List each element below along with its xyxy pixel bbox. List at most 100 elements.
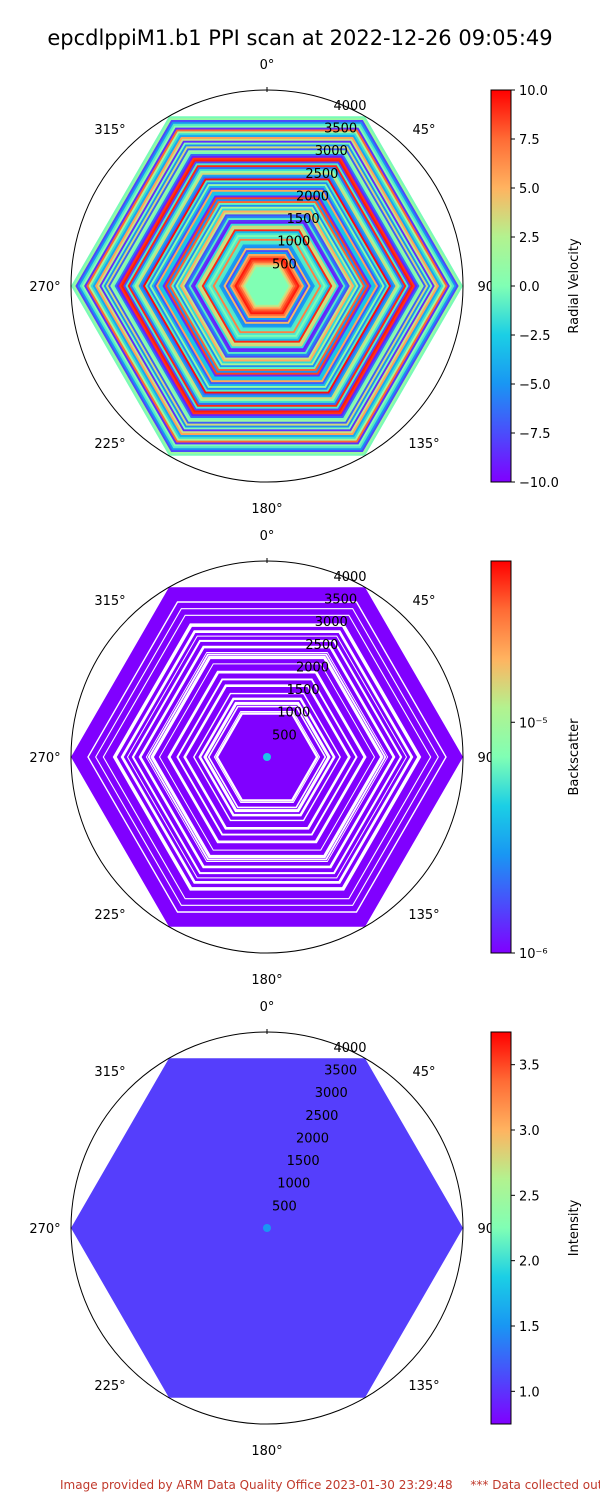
gap-ring [131, 639, 403, 875]
panel-3: 0°45°90°135°180°225°270°315°500100015002… [29, 1000, 582, 1459]
colorbar-tick-label: 1.5 [519, 1320, 540, 1335]
angle-tick-label: 180° [251, 502, 282, 517]
scan-field [71, 116, 463, 456]
gap-ring [147, 653, 387, 861]
radial-tick-label: 4000 [333, 570, 366, 585]
colorbar-label: Intensity [567, 1199, 582, 1256]
colorbar [490, 89, 512, 483]
angle-tick-label: 270° [29, 1222, 60, 1237]
gap-ring [126, 635, 408, 879]
center-return [263, 1224, 271, 1232]
gap-ring [102, 614, 432, 900]
angle-tick-label: 135° [408, 1379, 439, 1394]
angle-tick-label: 0° [260, 1000, 275, 1015]
angle-tick-label: 45° [412, 123, 435, 138]
gap-ring [95, 608, 439, 906]
radial-tick-label: 3500 [324, 593, 357, 608]
colorbar-tick-label: 10⁻⁶ [519, 947, 548, 962]
radial-tick-label: 500 [272, 257, 297, 272]
gap-ring [205, 703, 329, 811]
gap-ring [138, 645, 396, 869]
angle-tick-label: 315° [94, 1065, 125, 1080]
angle-tick-label: 0° [260, 529, 275, 544]
colorbar-tick-label: 3.5 [519, 1059, 540, 1074]
gap-ring [167, 670, 367, 844]
angle-tick-label: 45° [412, 1065, 435, 1080]
radial-tick-label: 3000 [315, 1086, 348, 1101]
gap-ring [215, 712, 319, 802]
radial-tick-label: 2500 [305, 1109, 338, 1124]
panel-1: 0°45°90°135°180°225°270°315°500100015002… [29, 58, 582, 517]
radial-tick-label: 500 [272, 1199, 297, 1214]
near-range-ring [245, 267, 289, 305]
gap-ring [87, 601, 447, 913]
radial-tick-label: 2000 [296, 1131, 329, 1146]
gap-ring [120, 630, 414, 884]
colorbar-tick-label: 10⁻⁵ [519, 716, 548, 731]
colorbar [490, 560, 512, 954]
gap-ring [114, 624, 420, 890]
colorbar-tick-label: −10.0 [519, 476, 559, 491]
colorbar-tick-label: 2.5 [519, 231, 540, 246]
radial-tick-label: 4000 [333, 1041, 366, 1056]
figure-footer: Image provided by ARM Data Quality Offic… [60, 1478, 600, 1492]
angle-tick-label: 225° [94, 1379, 125, 1394]
radial-tick-label: 2000 [296, 189, 329, 204]
radial-tick-label: 2500 [305, 167, 338, 182]
colorbar-tick-label: 7.5 [519, 133, 540, 148]
radial-tick-label: 3000 [315, 615, 348, 630]
radial-tick-label: 1000 [277, 706, 310, 721]
radial-tick-label: 3500 [324, 122, 357, 137]
center-return [263, 753, 271, 761]
figure-title: epcdlppiM1.b1 PPI scan at 2022-12-26 09:… [47, 26, 553, 50]
radial-tick-label: 3500 [324, 1064, 357, 1079]
angle-tick-label: 135° [408, 908, 439, 923]
radial-tick-label: 1500 [287, 212, 320, 227]
gap-ring [151, 656, 383, 858]
gap-ring [193, 693, 341, 821]
radial-tick-label: 1500 [287, 683, 320, 698]
gap-ring [213, 710, 321, 804]
gap-ring [183, 684, 351, 830]
angle-tick-label: 270° [29, 280, 60, 295]
angle-tick-label: 45° [412, 594, 435, 609]
angle-tick-label: 225° [94, 908, 125, 923]
colorbar-tick-label: 10.0 [519, 84, 548, 99]
colorbar-tick-label: 1.0 [519, 1385, 540, 1400]
colorbar-tick-label: 2.5 [519, 1189, 540, 1204]
angle-tick-label: 180° [251, 973, 282, 988]
gap-ring [112, 623, 422, 891]
gap-ring [207, 705, 327, 809]
angle-tick-label: 315° [94, 594, 125, 609]
colorbar-tick-label: −5.0 [519, 378, 551, 393]
radial-tick-label: 4000 [333, 99, 366, 114]
footer-credit: Image provided by ARM Data Quality Offic… [60, 1478, 453, 1492]
colorbar-tick-label: 5.0 [519, 182, 540, 197]
gap-ring [193, 692, 341, 822]
colorbar-tick-label: 0.0 [519, 280, 540, 295]
angle-tick-label: 270° [29, 751, 60, 766]
gap-ring [198, 697, 336, 817]
gap-ring [203, 701, 331, 813]
colorbar-tick-label: 2.0 [519, 1255, 540, 1270]
angle-tick-label: 0° [260, 58, 275, 73]
radial-tick-label: 3000 [315, 144, 348, 159]
footer-note: *** Data collected outsid [470, 1478, 600, 1492]
gap-ring [145, 652, 389, 862]
colorbar-label: Radial Velocity [567, 238, 582, 334]
angle-tick-label: 135° [408, 437, 439, 452]
colorbar-tick-label: −7.5 [519, 427, 551, 442]
gap-ring [158, 663, 376, 851]
colorbar-label: Backscatter [567, 718, 582, 796]
colorbar [490, 1031, 512, 1425]
angle-tick-label: 225° [94, 437, 125, 452]
radial-tick-label: 500 [272, 728, 297, 743]
scan-field [71, 1058, 463, 1398]
gap-ring [176, 678, 358, 836]
angle-tick-label: 180° [251, 1444, 282, 1459]
radial-tick-label: 1500 [287, 1154, 320, 1169]
radial-tick-label: 1000 [277, 235, 310, 250]
radial-tick-label: 2000 [296, 660, 329, 675]
radial-tick-label: 2500 [305, 638, 338, 653]
